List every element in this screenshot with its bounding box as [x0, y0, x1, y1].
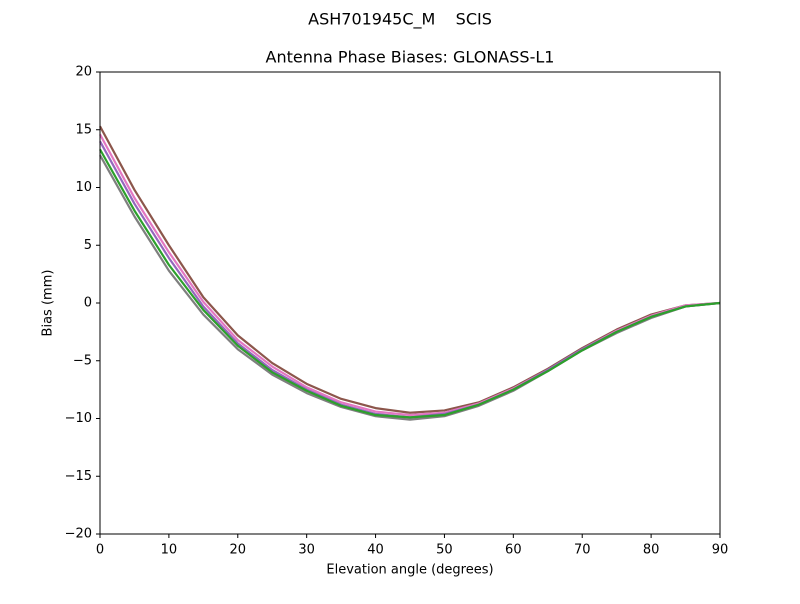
x-tick-label: 50: [436, 543, 453, 558]
y-tick-label: 0: [84, 296, 92, 311]
y-tick-label: −20: [65, 527, 92, 542]
x-tick-label: 80: [643, 543, 660, 558]
x-tick-label: 30: [298, 543, 315, 558]
x-tick-label: 40: [367, 543, 384, 558]
x-tick-label: 60: [505, 543, 522, 558]
x-tick-label: 90: [712, 543, 729, 558]
y-tick-label: 5: [84, 238, 92, 253]
y-tick-label: −5: [73, 353, 92, 368]
y-tick-label: 15: [75, 122, 92, 137]
x-tick-label: 20: [230, 543, 247, 558]
x-axis-label: Elevation angle (degrees): [326, 563, 493, 578]
y-tick-label: 20: [75, 65, 92, 80]
x-tick-label: 10: [161, 543, 178, 558]
y-tick-label: −15: [65, 469, 92, 484]
chart-title: Antenna Phase Biases: GLONASS-L1: [266, 48, 555, 67]
data-line: [99, 148, 721, 419]
x-tick-label: 70: [574, 543, 591, 558]
y-axis-label: Bias (mm): [41, 270, 56, 337]
x-tick-label: 0: [96, 543, 104, 558]
y-tick-label: −10: [65, 411, 92, 426]
suptitle: ASH701945C_M SCIS: [308, 10, 492, 30]
y-tick-label: 10: [75, 180, 92, 195]
